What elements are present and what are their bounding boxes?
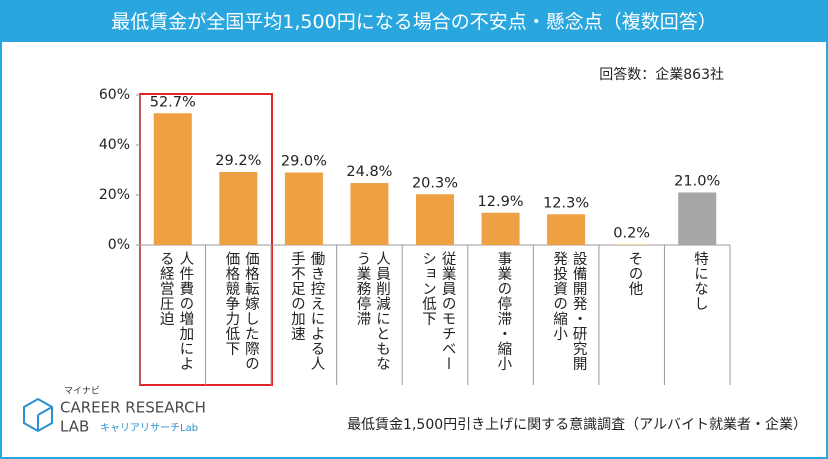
value-label: 0.2% — [613, 226, 650, 242]
logo-line2: LAB — [60, 418, 89, 436]
logo-sub: キャリアリサーチLab — [100, 422, 198, 434]
y-tick-label: 40% — [99, 137, 130, 153]
logo: マイナビ CAREER RESEARCH LAB キャリアリサーチLab — [23, 386, 206, 436]
x-tick-label: 人件費の増加による経営圧迫 — [157, 251, 194, 371]
x-tick-label: 設備開発・研究開発投資の縮小 — [551, 251, 587, 371]
y-tick-label: 20% — [99, 187, 130, 203]
bar — [612, 244, 651, 245]
value-label: 29.0% — [281, 154, 327, 170]
logo-brand: マイナビ — [64, 386, 100, 397]
value-label: 29.2% — [215, 153, 261, 169]
bar — [547, 214, 586, 245]
y-tick-label: 0% — [108, 237, 130, 253]
bar — [678, 192, 717, 245]
bar — [350, 183, 389, 245]
chart-title: 最低賃金が全国平均1,500円になる場合の不安点・懸念点（複数回答） — [2, 2, 826, 42]
bar — [284, 172, 323, 245]
bar — [415, 194, 455, 245]
value-label: 21.0% — [674, 174, 720, 190]
logo-icon-line — [37, 406, 53, 431]
bar — [219, 172, 258, 245]
logo-line1: CAREER RESEARCH — [60, 399, 206, 417]
subtitle: 回答数：企業863社 — [599, 66, 724, 83]
value-label: 12.3% — [543, 195, 589, 211]
bar — [153, 113, 192, 245]
x-tick-label: 事業の停滞・縮小 — [495, 251, 512, 371]
y-tick-label: 60% — [99, 87, 130, 103]
source-note: 最低賃金1,500円引き上げに関する意識調査（アルバイト就業者・企業） — [347, 416, 807, 433]
x-tick-label: 人員削減にともなう業務停滞 — [354, 251, 390, 371]
value-label: 52.7% — [150, 94, 196, 110]
logo-icon — [23, 397, 53, 433]
x-tick-label: その他 — [626, 251, 643, 296]
x-tick-label: 価格転嫁した際の価格競争力低下 — [223, 251, 259, 371]
value-label: 12.9% — [478, 194, 524, 210]
x-tick-label: 従業員のモチベーション低下 — [420, 251, 456, 371]
bar — [481, 212, 520, 245]
x-tick-label: 特になし — [692, 251, 708, 311]
value-label: 24.8% — [346, 164, 392, 180]
x-tick-label: 働き控えによる人手不足の加速 — [288, 251, 325, 371]
value-label: 20.3% — [412, 175, 458, 191]
